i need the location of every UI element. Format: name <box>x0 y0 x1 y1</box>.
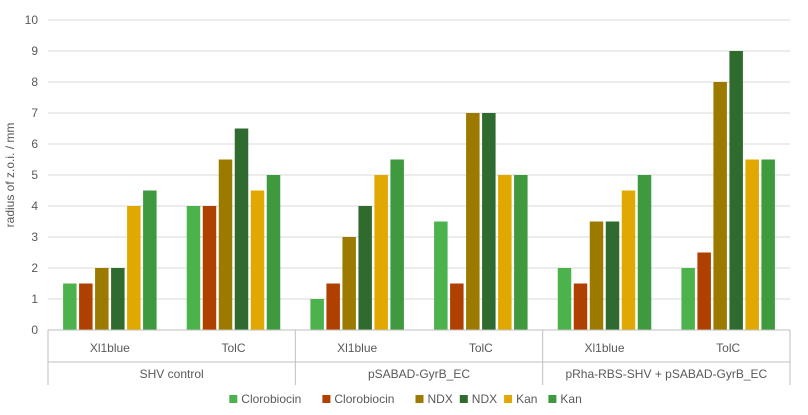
bar <box>218 159 233 330</box>
bar <box>63 283 77 330</box>
x-category-label: TolC <box>469 341 493 355</box>
y-tick-label: 9 <box>31 44 38 58</box>
bar <box>266 175 281 330</box>
legend: Clorobiocin Clorobiocin NDX NDX Kan Kan <box>229 392 582 406</box>
bar <box>573 283 588 330</box>
bar <box>95 268 109 330</box>
bar <box>514 175 528 330</box>
bar <box>466 113 480 330</box>
legend-label: Kan <box>516 392 537 406</box>
bar <box>326 283 340 330</box>
legend-swatch <box>322 395 331 403</box>
bar <box>342 237 356 330</box>
legend-item: Kan <box>548 392 582 406</box>
bar <box>681 268 695 330</box>
legend-swatch <box>229 395 238 403</box>
y-tick-label: 10 <box>25 13 39 27</box>
legend-label: NDX <box>472 392 497 406</box>
bar <box>79 283 93 330</box>
legend-label: NDX <box>428 392 453 406</box>
y-tick-label: 1 <box>31 292 38 306</box>
gridlines <box>48 19 790 331</box>
x-category-label: Xl1blue <box>90 341 130 355</box>
legend-item: Kan <box>504 392 537 406</box>
bar <box>374 175 388 330</box>
legend-swatch <box>459 395 468 403</box>
bar <box>761 159 775 330</box>
bar <box>697 252 711 330</box>
x-category-label: TolC <box>716 341 740 355</box>
y-tick-label: 3 <box>31 230 38 244</box>
legend-label: Clorobiocin <box>334 392 394 406</box>
x-category-label: Xl1blue <box>337 341 377 355</box>
y-tick-label: 7 <box>31 106 38 120</box>
y-axis-ticks: 0 1 2 3 4 5 6 7 8 9 10 <box>25 13 39 337</box>
x-category-label: TolC <box>221 341 245 355</box>
bars <box>63 51 775 330</box>
x-category-label: Xl1blue <box>584 341 624 355</box>
y-tick-label: 6 <box>31 137 38 151</box>
bar <box>605 221 620 330</box>
bar <box>143 190 157 330</box>
legend-label: Kan <box>560 392 581 406</box>
bar <box>589 221 604 330</box>
legend-item: Clorobiocin <box>229 392 301 406</box>
bar <box>745 159 759 330</box>
y-tick-label: 0 <box>31 323 38 337</box>
bar <box>127 206 141 330</box>
legend-item: NDX <box>459 392 497 406</box>
y-axis-label: radius of z.o.i. / mm <box>3 123 17 228</box>
legend-swatch <box>504 395 513 403</box>
bar <box>713 82 727 330</box>
x-axis: Xl1blue TolC Xl1blue TolC Xl1blue TolC SHV con… <box>47 329 791 385</box>
bar <box>111 268 125 330</box>
bar <box>729 51 743 330</box>
bar <box>482 113 496 330</box>
x-group-label: pSABAD-GyrB_EC <box>368 367 470 381</box>
bar <box>498 175 512 330</box>
bar <box>250 190 265 330</box>
bar <box>358 206 372 330</box>
x-group-label: SHV control <box>140 367 204 381</box>
y-tick-label: 4 <box>31 199 38 213</box>
bar <box>202 206 217 330</box>
y-tick-label: 2 <box>31 261 38 275</box>
bar <box>186 206 201 330</box>
bar <box>234 128 249 330</box>
y-tick-label: 8 <box>31 75 38 89</box>
bar <box>637 175 652 330</box>
bar <box>434 221 448 330</box>
legend-item: NDX <box>415 392 453 406</box>
legend-swatch <box>415 395 424 403</box>
legend-label: Clorobiocin <box>241 392 301 406</box>
bar <box>557 268 572 330</box>
legend-item: Clorobiocin <box>322 392 394 406</box>
bar <box>621 190 636 330</box>
bar <box>310 299 324 330</box>
y-tick-label: 5 <box>31 168 38 182</box>
bar <box>390 159 404 330</box>
legend-swatch <box>548 395 557 403</box>
x-group-label: pRha-RBS-SHV + pSABAD-GyrB_EC <box>565 367 767 381</box>
bar <box>450 283 464 330</box>
